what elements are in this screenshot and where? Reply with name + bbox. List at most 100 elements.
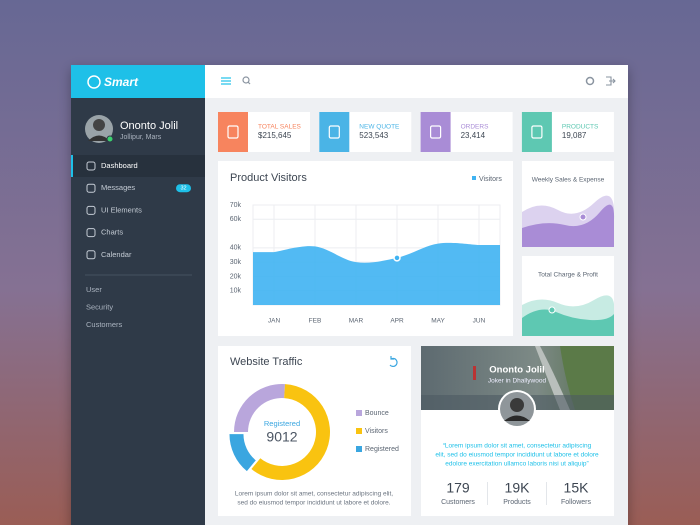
charge-wave-dark — [522, 309, 614, 336]
profile-stat-value: 179 — [446, 480, 470, 496]
donut-segment — [251, 384, 330, 481]
stat-label: TOTAL SALES — [258, 124, 302, 131]
stat-label: ORDERS — [461, 124, 489, 131]
brand: Smart — [104, 75, 139, 89]
stat-icon-bg — [319, 112, 350, 152]
avatar-face — [93, 119, 105, 131]
status-dot — [106, 135, 114, 143]
profile-stat-value: 19K — [505, 480, 531, 496]
profile-details: “Lorem ipsum dolor sit amet, consectetur… — [435, 443, 599, 506]
legend-swatch — [472, 176, 476, 180]
settings-button[interactable] — [585, 76, 595, 86]
nav-active-bar — [71, 155, 73, 177]
stat-label: NEW QUOTE — [359, 124, 400, 131]
x-tick-label: APR — [390, 318, 404, 325]
highlight-point — [393, 254, 401, 262]
top-bar — [205, 65, 628, 98]
nav-icon — [86, 228, 96, 238]
profile-stat-label: Customers — [441, 499, 475, 506]
charge-dot — [548, 306, 556, 314]
weekly-title: Weekly Sales & Expense — [532, 177, 605, 184]
search-button[interactable] — [242, 76, 251, 85]
nav-secondary-label[interactable]: Customers — [86, 320, 123, 329]
traffic-text: Lorem ipsum dolor sit amet, consectetur … — [235, 491, 393, 498]
nav-item[interactable]: Dashboard — [71, 155, 205, 177]
stat-label: PRODUCTS — [562, 124, 599, 131]
nav-icon — [86, 205, 96, 215]
legend-label: Bounce — [365, 410, 389, 417]
logo-icon — [87, 75, 101, 89]
stat-icon-bg — [218, 112, 248, 152]
stat-icon-bg — [420, 112, 451, 152]
weekly-wave-dark — [522, 204, 615, 247]
charge-title: Total Charge & Profit — [538, 272, 598, 279]
donut-segment — [234, 384, 286, 432]
nav-item[interactable]: UI Elements — [86, 205, 142, 215]
stat-value: 523,543 — [359, 131, 388, 140]
donut-center-value: 9012 — [266, 429, 297, 445]
profile-text: elit, sed do eiusmod tempor incididunt u… — [435, 452, 599, 459]
stat-icon-bg — [521, 112, 552, 152]
traffic-title: Website Traffic — [230, 356, 303, 368]
nav: Dashboard Messages 32 UI Elements Charts Cale… — [71, 155, 205, 329]
nav-label: UI Elements — [101, 205, 142, 214]
nav-item[interactable]: Calendar — [86, 250, 132, 260]
profile-stat-value: 15K — [564, 480, 590, 496]
nav-item[interactable]: Messages 32 — [86, 183, 191, 193]
nav-item[interactable]: Charts — [86, 228, 123, 238]
x-tick-label: JAN — [268, 318, 281, 325]
y-tick-label: 20k — [230, 273, 242, 280]
stat-icon — [227, 125, 239, 139]
x-tick-label: FEB — [309, 318, 322, 325]
traffic-card — [218, 346, 411, 516]
user-name: Ononto Jolil — [120, 120, 178, 132]
x-tick-label: MAR — [349, 318, 364, 325]
nav-secondary-label[interactable]: User — [86, 285, 102, 294]
nav-icon — [86, 161, 96, 171]
stat-value: 19,087 — [562, 131, 587, 140]
legend-swatch — [356, 428, 362, 434]
logo-bar — [71, 65, 205, 98]
refresh-button[interactable] — [389, 356, 398, 368]
weekly-dot — [579, 213, 587, 221]
y-tick-label: 60k — [230, 216, 242, 223]
logout-button[interactable] — [606, 76, 616, 86]
nav-label: Messages — [101, 183, 135, 192]
nav-icon — [86, 183, 96, 193]
profile-text: “Lorem ipsum dolor sit amet, consectetur… — [443, 443, 592, 450]
profile-stat-label: Products — [503, 499, 531, 506]
menu-toggle[interactable] — [221, 77, 231, 85]
traffic-donut: Bounce Visitors Registered — [229, 384, 399, 481]
visitors-title: Product Visitors — [230, 172, 307, 184]
legend-label: Registered — [365, 446, 399, 453]
y-tick-label: 30k — [230, 259, 242, 266]
legend-swatch — [356, 446, 362, 452]
visitors-area — [253, 242, 500, 305]
donut-center-label: Registered — [264, 419, 300, 428]
user-location: Jollipur, Mars — [120, 134, 162, 141]
nav-secondary-label[interactable]: Security — [86, 302, 113, 311]
nav-label: Dashboard — [101, 161, 138, 170]
stat-icon — [531, 125, 543, 139]
legend-label: Visitors — [479, 176, 502, 183]
x-tick-label: JUN — [473, 318, 486, 325]
legend-swatch — [356, 410, 362, 416]
stat-icon — [328, 125, 340, 139]
nav-badge: 32 — [180, 186, 186, 192]
nav-icon — [86, 250, 96, 260]
donut-segment — [229, 434, 256, 472]
profile-role: Joker in Dhallywood — [488, 378, 547, 385]
stat-card: TOTAL SALES$215,645 — [218, 112, 310, 152]
nav-label: Calendar — [101, 250, 132, 259]
nav-active-bg — [71, 155, 205, 177]
profile-text: edolore exercitation ullamco laboris nis… — [445, 461, 588, 468]
stat-icon — [430, 125, 442, 139]
profile-avatar-face — [510, 398, 524, 412]
